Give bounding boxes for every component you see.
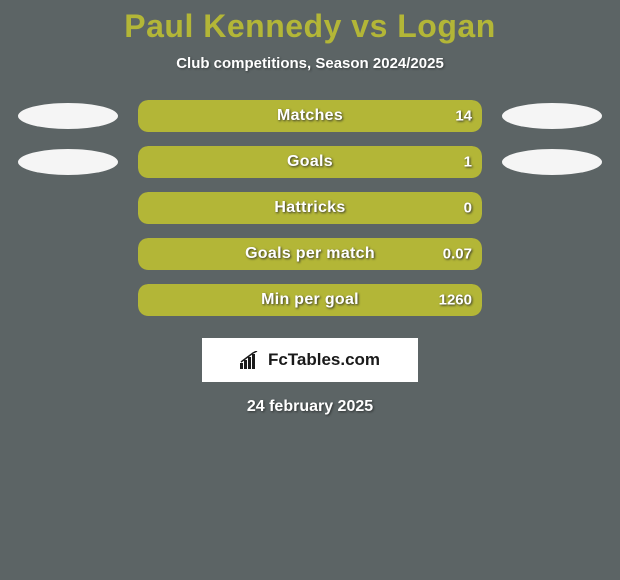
player-ellipse-right [502,149,602,175]
stat-value-right: 0.07 [443,246,472,263]
stat-bar: Goals per match0.07 [138,238,482,270]
stat-label: Goals [138,153,482,171]
brand-badge: FcTables.com [202,338,418,382]
stat-row: Min per goal1260 [0,284,620,316]
stat-bar: Goals1 [138,146,482,178]
stat-value-right: 0 [464,200,472,217]
stat-bar: Matches14 [138,100,482,132]
page-subtitle: Club competitions, Season 2024/2025 [0,55,620,72]
stat-row: Goals per match0.07 [0,238,620,270]
stat-row: Goals1 [0,146,620,178]
page-title: Paul Kennedy vs Logan [0,0,620,45]
brand-text: FcTables.com [268,350,380,370]
comparison-infographic: Paul Kennedy vs Logan Club competitions,… [0,0,620,580]
player-ellipse-left [18,103,118,129]
stat-label: Goals per match [138,245,482,263]
brand-chart-icon [240,351,262,369]
player-ellipse-left [18,149,118,175]
stat-label: Matches [138,107,482,125]
date-text: 24 february 2025 [0,398,620,416]
stat-bar: Min per goal1260 [138,284,482,316]
player-ellipse-right [502,103,602,129]
stat-row: Hattricks0 [0,192,620,224]
stats-container: Matches14 Goals1 Hattricks0 Goals per match… [0,100,620,316]
stat-value-right: 1 [464,154,472,171]
stat-value-right: 1260 [439,292,472,309]
stat-row: Matches14 [0,100,620,132]
stat-label: Min per goal [138,291,482,309]
stat-label: Hattricks [138,199,482,217]
stat-bar: Hattricks0 [138,192,482,224]
stat-value-right: 14 [455,108,472,125]
